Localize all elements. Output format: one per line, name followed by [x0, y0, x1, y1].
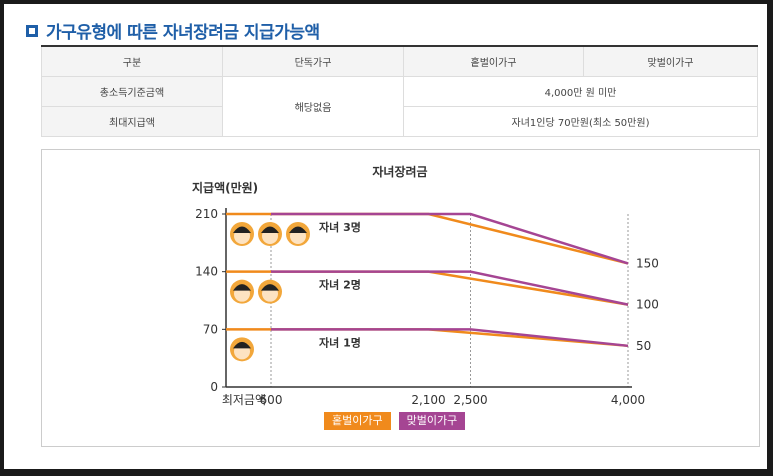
x-tick-label: 최저금액 [222, 393, 266, 407]
x-tick-label: 2,500 [453, 393, 487, 407]
table-row: 총소득기준금액 해당없음 4,000만 원 미만 [41, 76, 758, 137]
row-label-income: 총소득기준금액 [41, 76, 223, 107]
chart-title: 자녀장려금 [372, 164, 427, 179]
series-line-dual [271, 212, 629, 265]
x-tick-label: 4,000 [611, 393, 645, 407]
section-title: 가구유형에 따른 자녀장려금 지급가능액 [46, 23, 320, 43]
header-single-earner: 홑벌이가구 [403, 45, 584, 77]
x-tick-label: 600 [260, 393, 283, 407]
header-category: 구분 [41, 45, 223, 77]
y-tick-label: 140 [195, 265, 218, 279]
child-hair-icon [233, 341, 251, 349]
y-axis-label: 지급액(만원) [192, 180, 258, 195]
legend-item: 맞벌이가구 [398, 412, 466, 430]
page-frame: 가구유형에 따른 자녀장려금 지급가능액 구분 단독가구 홑벌이가구 맞벌이가구… [4, 4, 767, 469]
series-line-single [226, 212, 629, 265]
group-label: 자녀 1명 [319, 335, 361, 349]
income-limit-value: 4,000만 원 미만 [403, 76, 758, 107]
y-tick-label: 0 [210, 380, 218, 394]
series-line-dual [271, 270, 629, 306]
child-hair-icon [233, 284, 251, 291]
right-value-label: 100 [636, 298, 659, 312]
right-value-label: 50 [636, 339, 651, 353]
section-heading: 가구유형에 따른 자녀장려금 지급가능액 [26, 18, 320, 43]
eligibility-table: 구분 단독가구 홑벌이가구 맞벌이가구 총소득기준금액 해당없음 4,000만 … [41, 45, 758, 137]
child-hair-icon [261, 284, 279, 291]
table-row: 최대지급액 자녀1인당 70만원(최소 50만원) [41, 106, 758, 137]
row-label-max: 최대지급액 [41, 106, 223, 137]
single-household-value: 해당없음 [222, 76, 404, 137]
child-hair-icon [289, 226, 307, 233]
max-amount-value: 자녀1인당 70만원(최소 50만원) [403, 106, 758, 137]
series-line-single [226, 328, 629, 348]
series-line-dual [271, 328, 629, 348]
x-tick-label: 2,100 [411, 393, 445, 407]
header-single: 단독가구 [222, 45, 404, 77]
child-hair-icon [261, 226, 279, 233]
right-value-label: 150 [636, 256, 659, 270]
square-bullet-icon [26, 24, 38, 37]
group-label: 자녀 2명 [319, 278, 361, 292]
y-tick-label: 70 [203, 322, 218, 336]
group-label: 자녀 3명 [319, 220, 361, 234]
series-line-single [226, 270, 629, 306]
header-dual-earner: 맞벌이가구 [583, 45, 758, 77]
y-tick-label: 210 [195, 207, 218, 221]
table-header-row: 구분 단독가구 홑벌이가구 맞벌이가구 [41, 45, 758, 77]
legend-item: 홑벌이가구 [324, 412, 391, 430]
child-hair-icon [233, 226, 251, 233]
chart-legend: 홑벌이가구 맞벌이가구 [324, 412, 466, 430]
